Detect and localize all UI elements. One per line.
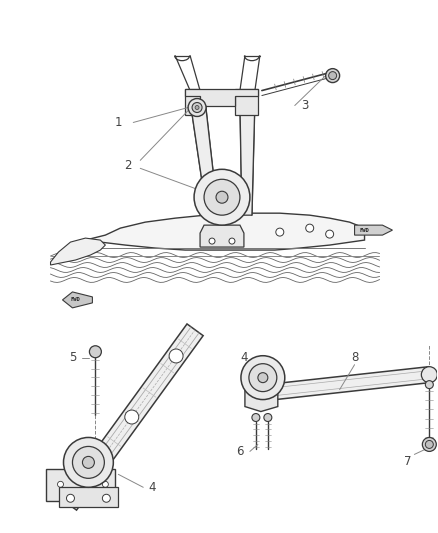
Text: FWD: FWD (71, 297, 80, 302)
Circle shape (306, 224, 314, 232)
Circle shape (169, 349, 183, 363)
Ellipse shape (194, 169, 250, 225)
Circle shape (422, 438, 436, 451)
Text: 7: 7 (404, 455, 411, 468)
Ellipse shape (72, 447, 104, 478)
Text: 8: 8 (351, 351, 358, 364)
Circle shape (57, 481, 64, 487)
Circle shape (264, 414, 272, 422)
Polygon shape (245, 382, 278, 411)
Circle shape (328, 71, 337, 79)
Polygon shape (63, 292, 92, 308)
Text: 4: 4 (148, 481, 156, 494)
Text: 1: 1 (115, 116, 122, 129)
Polygon shape (185, 88, 258, 106)
Circle shape (421, 367, 437, 383)
Circle shape (258, 373, 268, 383)
Circle shape (425, 381, 433, 389)
Circle shape (102, 481, 108, 487)
Ellipse shape (64, 438, 113, 487)
Circle shape (88, 481, 93, 487)
Ellipse shape (249, 364, 277, 392)
Ellipse shape (204, 179, 240, 215)
Polygon shape (190, 101, 218, 215)
Circle shape (216, 191, 228, 203)
Text: FWD: FWD (360, 228, 369, 232)
Circle shape (81, 471, 95, 485)
Polygon shape (85, 213, 364, 250)
Circle shape (326, 230, 334, 238)
Polygon shape (59, 487, 118, 507)
Text: 2: 2 (124, 159, 132, 172)
Circle shape (102, 494, 110, 502)
Polygon shape (185, 88, 200, 116)
Polygon shape (240, 101, 255, 215)
Circle shape (192, 102, 202, 112)
Circle shape (229, 238, 235, 244)
Circle shape (89, 346, 101, 358)
Text: 5: 5 (69, 351, 76, 364)
Circle shape (195, 106, 199, 109)
Circle shape (252, 414, 260, 422)
Circle shape (82, 456, 95, 469)
Circle shape (255, 391, 261, 397)
Polygon shape (235, 88, 258, 116)
Circle shape (326, 69, 339, 83)
Text: 3: 3 (301, 99, 308, 112)
Polygon shape (355, 225, 392, 235)
Circle shape (425, 440, 433, 448)
Circle shape (188, 99, 206, 117)
Polygon shape (50, 238, 106, 265)
Circle shape (209, 238, 215, 244)
Circle shape (268, 391, 274, 397)
Ellipse shape (241, 356, 285, 400)
Circle shape (125, 410, 139, 424)
Text: 6: 6 (236, 445, 244, 458)
Circle shape (276, 228, 284, 236)
Polygon shape (200, 225, 244, 247)
Polygon shape (46, 470, 115, 501)
Polygon shape (60, 324, 203, 510)
Circle shape (67, 494, 74, 502)
Text: 4: 4 (240, 351, 247, 364)
Polygon shape (247, 367, 430, 402)
